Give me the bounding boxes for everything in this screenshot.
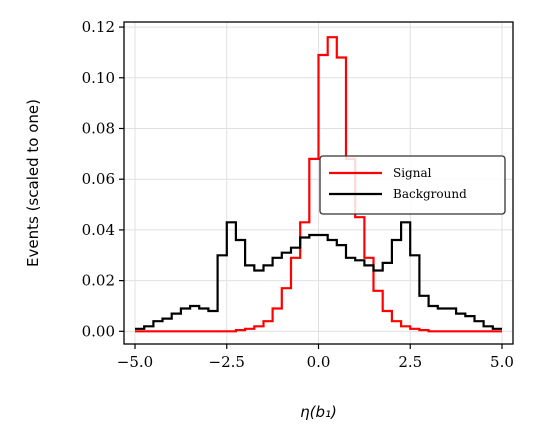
legend-box <box>319 155 506 215</box>
y-axis: 0.00 0.02 0.04 0.06 0.08 0.10 0.12 <box>82 18 124 340</box>
y-tick-label: 0.10 <box>82 69 115 87</box>
x-tick-label: 0.0 <box>307 353 331 371</box>
x-tick-label: −5.0 <box>117 353 153 371</box>
y-tick-label: 0.06 <box>82 170 115 188</box>
y-tick-label: 0.04 <box>82 221 115 239</box>
series-line-signal <box>135 36 502 333</box>
y-tick-label: 0.08 <box>82 119 115 137</box>
legend-label: Signal <box>393 166 432 180</box>
x-tick-label: −2.5 <box>209 353 245 371</box>
y-tick-label: 0.00 <box>82 322 115 340</box>
y-tick-label: 0.02 <box>82 272 115 290</box>
x-tick-label: 5.0 <box>490 353 514 371</box>
x-axis: −5.0 −2.5 0.0 2.5 5.0 <box>117 344 514 371</box>
legend-label: Background <box>393 187 467 201</box>
x-tick-label: 2.5 <box>398 353 422 371</box>
y-axis-label: Events (scaled to one) <box>24 99 42 267</box>
legend: Signal Background <box>319 155 506 215</box>
y-tick-label: 0.12 <box>82 18 115 36</box>
series-line-background <box>135 221 502 330</box>
series-layer <box>135 36 502 333</box>
x-axis-label: η(b₁) <box>300 403 337 421</box>
